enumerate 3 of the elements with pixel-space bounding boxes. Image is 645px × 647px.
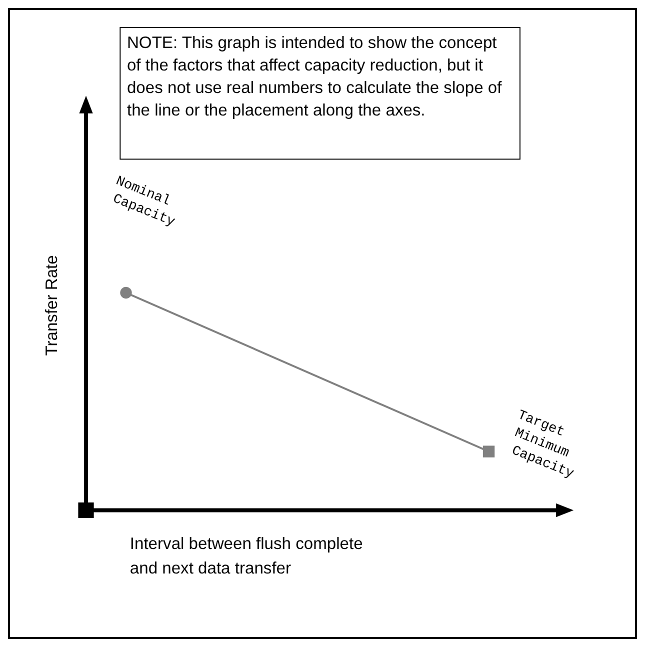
y-axis-title: Transfer Rate (42, 255, 61, 356)
text: NOTE: This graph is intended to show the concept of the factors that affect capacity reduction, but it does not use real numbers to calculate the slope of the line or the placement along the axes. (126, 33, 502, 120)
x-axis-title: Interval between flush complete and next data transfer (130, 534, 363, 578)
